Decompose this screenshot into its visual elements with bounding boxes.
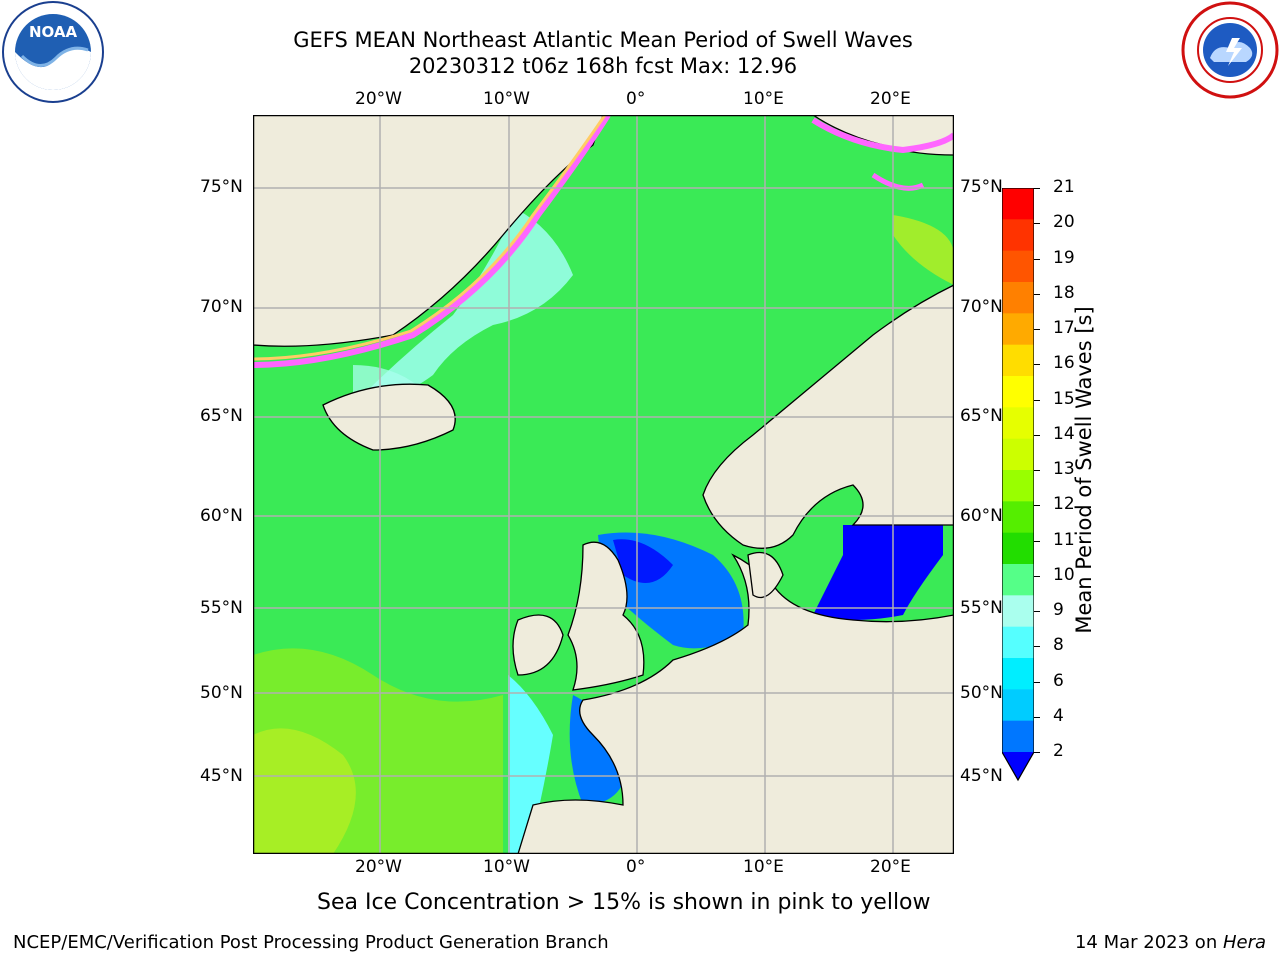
map-plot-area xyxy=(252,113,957,855)
colorbar-tick-label: 21 xyxy=(1053,177,1075,197)
colorbar-segment xyxy=(1002,595,1034,628)
footer-date: 14 Mar 2023 on Hera xyxy=(1075,932,1266,953)
colorbar xyxy=(1001,187,1035,783)
colorbar-tick-label: 11 xyxy=(1053,529,1075,550)
colorbar-segment xyxy=(1002,407,1034,440)
colorbar-tick-mark xyxy=(1034,470,1040,471)
colorbar-segment xyxy=(1002,313,1034,346)
lat-label-left: 65°N xyxy=(200,406,243,426)
lon-label-top: 10°E xyxy=(743,89,784,109)
colorbar-segment xyxy=(1002,501,1034,534)
colorbar-tick-mark xyxy=(1034,646,1040,648)
lat-label-right: 45°N xyxy=(960,766,1003,786)
lat-label-right: 55°N xyxy=(960,598,1003,618)
chart-title-line2: 20230312 t06z 168h fcst Max: 12.96 xyxy=(408,54,798,78)
colorbar-segment xyxy=(1002,438,1034,471)
sea-ice-edge xyxy=(252,113,611,368)
graticule xyxy=(253,115,954,854)
colorbar-segment xyxy=(1002,376,1034,408)
colorbar-segment xyxy=(1002,250,1034,283)
nws-logo xyxy=(1180,0,1280,100)
colorbar-segment xyxy=(1002,564,1034,596)
footer-date-text: 14 Mar 2023 on xyxy=(1074,932,1223,953)
lat-label-right: 60°N xyxy=(960,506,1003,526)
lat-label-left: 75°N xyxy=(200,177,243,197)
colorbar-tick-mark xyxy=(1034,681,1040,683)
colorbar-extend-triangle xyxy=(1002,752,1034,780)
lon-label-top: 0° xyxy=(626,89,646,109)
colorbar-tick-mark xyxy=(1034,434,1040,436)
colorbar-tick-mark xyxy=(1034,716,1040,718)
colorbar-tick-label: 15 xyxy=(1053,388,1075,409)
colorbar-tick-label: 12 xyxy=(1053,494,1075,515)
lon-label-bottom: 20°E xyxy=(870,857,911,877)
colorbar-segment xyxy=(1002,720,1034,753)
lat-label-right: 75°N xyxy=(960,177,1003,197)
lat-label-left: 50°N xyxy=(200,683,243,703)
colorbar-tick-mark xyxy=(1034,611,1040,612)
lat-label-right: 65°N xyxy=(960,406,1003,426)
colorbar-segment xyxy=(1002,344,1034,377)
colorbar-tick-mark xyxy=(1034,223,1040,225)
colorbar-tick-mark xyxy=(1034,540,1040,542)
colorbar-tick-mark xyxy=(1034,752,1040,753)
lat-label-left: 55°N xyxy=(200,598,243,618)
colorbar-tick-label: 10 xyxy=(1053,564,1075,585)
colorbar-tick-label: 2 xyxy=(1053,741,1064,761)
colorbar-tick-mark xyxy=(1034,329,1040,330)
colorbar-label: Mean Period of Swell Waves [s] xyxy=(1072,306,1096,634)
chart-title-line1: GEFS MEAN Northeast Atlantic Mean Period… xyxy=(293,28,913,52)
lon-label-top: 20°W xyxy=(355,89,402,109)
lon-label-bottom: 10°E xyxy=(743,857,784,877)
lat-label-right: 50°N xyxy=(960,683,1003,703)
colorbar-tick-mark xyxy=(1034,505,1040,507)
colorbar-tick-label: 13 xyxy=(1053,459,1075,479)
lat-label-left: 60°N xyxy=(200,506,243,526)
lon-label-bottom: 20°W xyxy=(355,857,402,877)
colorbar-tick-label: 20 xyxy=(1053,212,1075,233)
colorbar-tick-label: 4 xyxy=(1053,705,1064,726)
colorbar-segment xyxy=(1002,219,1034,252)
colorbar-tick-label: 9 xyxy=(1053,600,1064,620)
colorbar-segment xyxy=(1002,188,1034,220)
footer-credit: NCEP/EMC/Verification Post Processing Pr… xyxy=(13,932,609,953)
colorbar-tick-mark xyxy=(1034,188,1040,189)
colorbar-segment xyxy=(1002,658,1034,690)
lon-label-top: 20°E xyxy=(870,89,911,109)
noaa-logo: NOAA xyxy=(0,0,106,106)
colorbar-segment xyxy=(1002,689,1034,722)
colorbar-tick-mark xyxy=(1034,364,1040,366)
colorbar-tick-mark xyxy=(1034,258,1040,260)
colorbar-segment xyxy=(1002,282,1034,314)
colorbar-segment xyxy=(1002,470,1034,502)
colorbar-tick-label: 18 xyxy=(1053,282,1075,303)
svg-text:NOAA: NOAA xyxy=(29,23,78,41)
lat-label-left: 70°N xyxy=(200,297,243,317)
colorbar-tick-label: 19 xyxy=(1053,247,1075,268)
footer-machine: Hera xyxy=(1222,932,1266,953)
colorbar-tick-mark xyxy=(1034,399,1040,401)
colorbar-tick-label: 6 xyxy=(1053,670,1064,691)
colorbar-tick-label: 8 xyxy=(1053,635,1064,656)
lon-label-top: 10°W xyxy=(483,89,530,109)
colorbar-tick-label: 14 xyxy=(1053,423,1075,444)
colorbar-tick-mark xyxy=(1034,293,1040,295)
lon-label-bottom: 0° xyxy=(626,857,646,877)
lat-label-left: 45°N xyxy=(200,766,243,786)
colorbar-tick-label: 17 xyxy=(1053,318,1075,338)
sea-ice-note: Sea Ice Concentration > 15% is shown in … xyxy=(317,890,931,915)
colorbar-segment xyxy=(1002,532,1034,565)
lon-label-bottom: 10°W xyxy=(483,857,530,877)
lat-label-right: 70°N xyxy=(960,297,1003,317)
colorbar-tick-label: 16 xyxy=(1053,353,1075,374)
colorbar-tick-mark xyxy=(1034,575,1040,577)
colorbar-segment xyxy=(1002,626,1034,659)
